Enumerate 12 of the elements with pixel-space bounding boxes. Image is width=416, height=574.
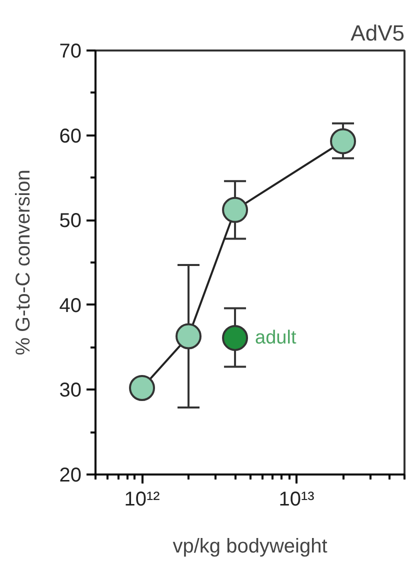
x-axis-title: vp/kg bodyweight (172, 536, 328, 558)
series-label: adult (255, 327, 297, 348)
y-tick-label: 50 (59, 210, 82, 232)
y-tick-label: 70 (59, 40, 82, 62)
y-axis-title: % G-to-C conversion (12, 170, 34, 356)
y-tick-label: 20 (59, 464, 82, 486)
y-tick-label: 40 (59, 294, 82, 317)
x-tick-label: 10¹³ (278, 488, 315, 510)
y-tick-label: 30 (59, 380, 82, 402)
chart-title: AdV5 (350, 20, 405, 46)
y-tick-label: 60 (59, 125, 82, 148)
x-tick-label: 10¹² (124, 488, 160, 510)
